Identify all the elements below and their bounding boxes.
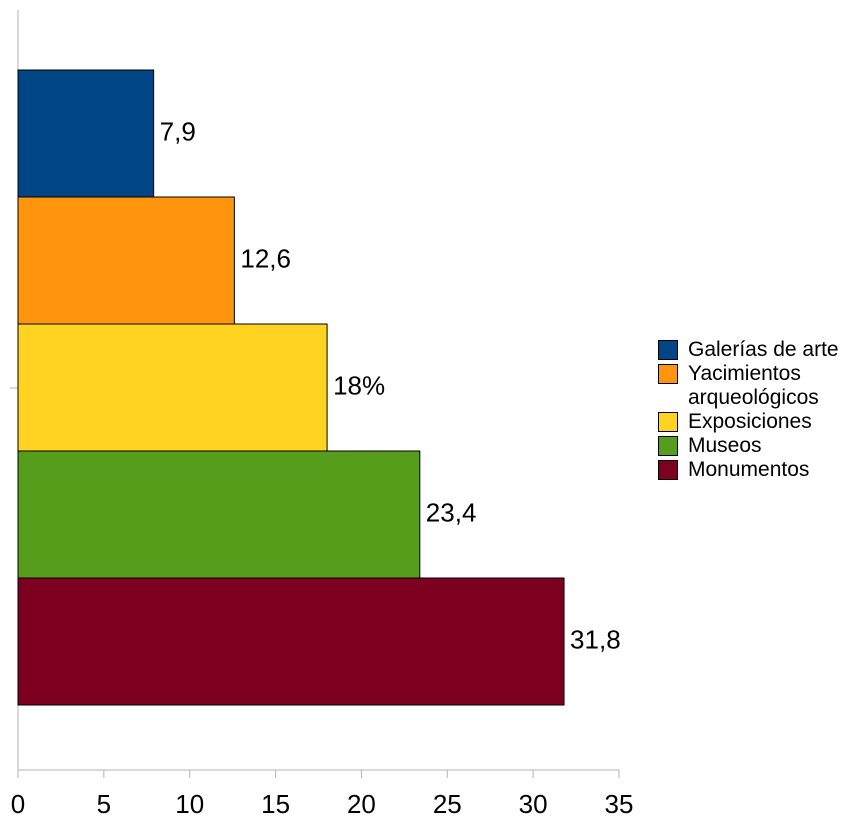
legend-label: Exposiciones xyxy=(688,410,812,433)
x-tick-label: 10 xyxy=(175,789,204,819)
data-label: 18% xyxy=(333,370,385,400)
x-tick-label: 25 xyxy=(433,789,462,819)
x-tick-label: 30 xyxy=(519,789,548,819)
bar xyxy=(17,577,565,706)
bar xyxy=(17,196,235,325)
bar xyxy=(17,450,421,579)
x-tick-label: 0 xyxy=(11,789,25,819)
legend-swatch xyxy=(658,436,678,456)
legend-swatch xyxy=(658,364,678,384)
legend-item: Museos xyxy=(656,434,861,458)
legend-swatch xyxy=(658,412,678,432)
data-label: 12,6 xyxy=(240,243,291,273)
data-label: 23,4 xyxy=(426,497,477,527)
data-label: 7,9 xyxy=(160,116,196,146)
legend-label: Museos xyxy=(688,434,762,457)
legend-label: Galerías de arte xyxy=(688,338,839,361)
x-tick-label: 35 xyxy=(605,789,634,819)
x-tick-label: 15 xyxy=(261,789,290,819)
legend-item: Exposiciones xyxy=(656,410,861,434)
bar xyxy=(17,69,155,198)
x-tick-label: 5 xyxy=(97,789,111,819)
legend-item: Galerías de arte xyxy=(656,338,861,362)
legend: Galerías de arte Yacimientos arqueológico… xyxy=(656,338,861,482)
legend-label: Yacimientos arqueológicos xyxy=(688,362,819,409)
data-label: 31,8 xyxy=(570,624,621,654)
legend-swatch xyxy=(658,340,678,360)
legend-item: Monumentos xyxy=(656,458,861,482)
legend-swatch xyxy=(658,460,678,480)
x-tick-label: 20 xyxy=(347,789,376,819)
legend-label: Monumentos xyxy=(688,458,810,481)
bar xyxy=(17,323,328,452)
legend-item: Yacimientos arqueológicos xyxy=(656,362,861,410)
